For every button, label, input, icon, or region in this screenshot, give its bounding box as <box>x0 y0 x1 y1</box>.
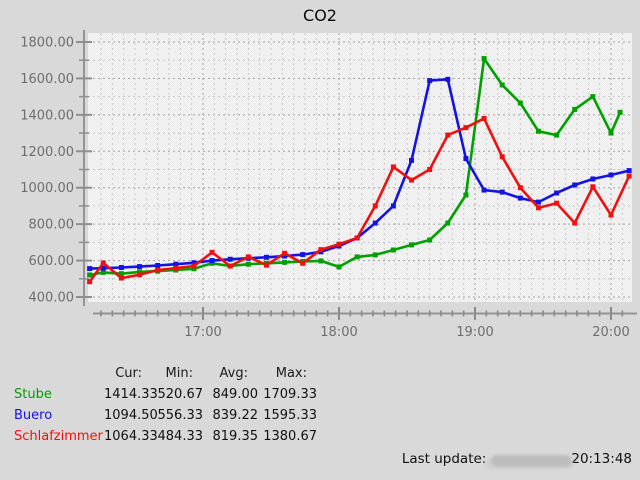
schlafzimmer-min: 484.33 <box>157 429 204 444</box>
buero-avg: 839.22 <box>212 408 259 423</box>
grid-lines <box>88 33 632 302</box>
series-label-buero: Buero <box>14 408 53 423</box>
legend-header-cur: Cur: <box>115 366 142 381</box>
legend-header-avg: Avg: <box>219 366 248 381</box>
series-schlafzimmer <box>87 116 632 285</box>
y-tick-label: 1400.00 <box>20 108 74 123</box>
series-label-schlafzimmer: Schlafzimmer <box>14 429 103 444</box>
x-tick-label: 20:00 <box>592 325 629 340</box>
legend-table: Cur: Min: Avg: Max: Stube 1414.33 520.67… <box>14 363 317 447</box>
y-tick-label: 1000.00 <box>20 181 74 196</box>
redacted-date-smudge <box>491 454 572 466</box>
axis-labels: 400.00 600.00 800.00 1000.00 1200.00 1400.00 1… <box>20 36 630 341</box>
x-tick-label: 17:00 <box>184 325 221 340</box>
buero-max: 1595.33 <box>263 408 317 423</box>
y-tick-label: 1200.00 <box>20 145 74 160</box>
y-tick-label: 800.00 <box>29 218 75 233</box>
schlafzimmer-avg: 819.35 <box>212 429 259 444</box>
last-update-label: Last update: <box>401 451 487 467</box>
stube-avg: 849.00 <box>212 387 259 402</box>
last-update-time: 20:13:48 <box>571 451 632 467</box>
y-tick-label: 1600.00 <box>20 72 74 87</box>
stube-cur: 1414.33 <box>104 387 158 402</box>
plot-background <box>88 33 632 302</box>
series-label-stube: Stube <box>14 387 52 402</box>
schlafzimmer-max: 1380.67 <box>263 429 317 444</box>
y-tick-label: 600.00 <box>29 254 75 269</box>
stube-min: 520.67 <box>157 387 204 402</box>
buero-min: 556.33 <box>157 408 204 423</box>
chart-title: CO2 <box>303 6 337 25</box>
axes <box>76 30 637 320</box>
schlafzimmer-cur: 1064.33 <box>104 429 158 444</box>
last-update: Last update: 20:13:48 <box>402 451 632 467</box>
co2-chart: 400.00 600.00 800.00 1000.00 1200.00 1400.00 1… <box>20 6 637 341</box>
y-tick-label: 400.00 <box>29 291 75 306</box>
x-tick-label: 19:00 <box>456 325 493 340</box>
stube-max: 1709.33 <box>263 387 317 402</box>
legend-header-min: Min: <box>165 366 193 381</box>
data-series <box>87 56 632 285</box>
legend-header-max: Max: <box>275 366 307 381</box>
x-tick-label: 18:00 <box>320 325 357 340</box>
buero-cur: 1094.50 <box>104 408 158 423</box>
y-tick-label: 1800.00 <box>20 36 74 51</box>
